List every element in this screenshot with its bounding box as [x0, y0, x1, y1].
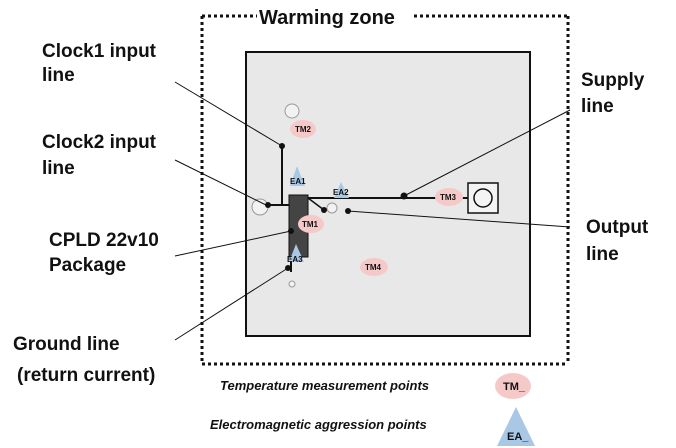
tm2-point: TM2	[290, 120, 316, 138]
svg-text:TM3: TM3	[440, 193, 457, 202]
svg-text:EA2: EA2	[333, 188, 349, 197]
output-label-line1: Output	[586, 217, 649, 238]
tm3-point: TM3	[435, 188, 463, 206]
ea1-point: EA1	[290, 166, 306, 186]
legend-ea-label: EA_	[507, 431, 529, 443]
svg-text:EA3: EA3	[287, 255, 303, 264]
tm1-point: TM1	[298, 215, 324, 233]
ground-label-line1: Ground line	[13, 334, 120, 355]
clock2-label-line2: line	[42, 158, 75, 179]
pad-bottom	[288, 280, 296, 288]
leader-lines	[174, 81, 571, 341]
warming-zone-border	[200, 14, 570, 366]
pad-left	[251, 198, 269, 216]
junction-dots	[265, 143, 408, 271]
legend-ea-symbol	[497, 407, 535, 446]
supply-label-line1: Supply	[581, 70, 645, 91]
svg-text:TM2: TM2	[295, 125, 312, 134]
warming-zone-title: Warming zone	[259, 7, 395, 29]
clock1-label-line2: line	[42, 65, 75, 86]
supply-connector-hole	[473, 188, 493, 208]
clock1-label-line1: Clock1 input	[42, 41, 157, 62]
ea3-point: EA3	[287, 244, 304, 264]
tm4-point: TM4	[360, 258, 388, 276]
legend-aggression-text: Electromagnetic aggression points	[210, 417, 427, 432]
clock2-label-line1: Clock2 input	[42, 132, 157, 153]
cpld-label-line1: CPLD 22v10	[49, 230, 159, 251]
legend: Temperature measurement points TM_ Elect…	[210, 373, 535, 446]
svg-text:TM4: TM4	[365, 263, 382, 272]
legend-temperature-text: Temperature measurement points	[220, 378, 429, 393]
svg-text:EA1: EA1	[290, 177, 306, 186]
legend-tm-symbol	[495, 373, 531, 399]
legend-tm-label: TM_	[503, 381, 526, 393]
output-label-line2: line	[586, 244, 619, 265]
ea2-point: EA2	[333, 182, 349, 198]
pad-output	[326, 202, 338, 214]
pad-top	[284, 103, 300, 119]
ground-label-line2: (return current)	[17, 365, 155, 386]
cpld-label-line2: Package	[49, 255, 126, 276]
svg-text:TM1: TM1	[302, 220, 319, 229]
supply-label-line2: line	[581, 96, 614, 117]
